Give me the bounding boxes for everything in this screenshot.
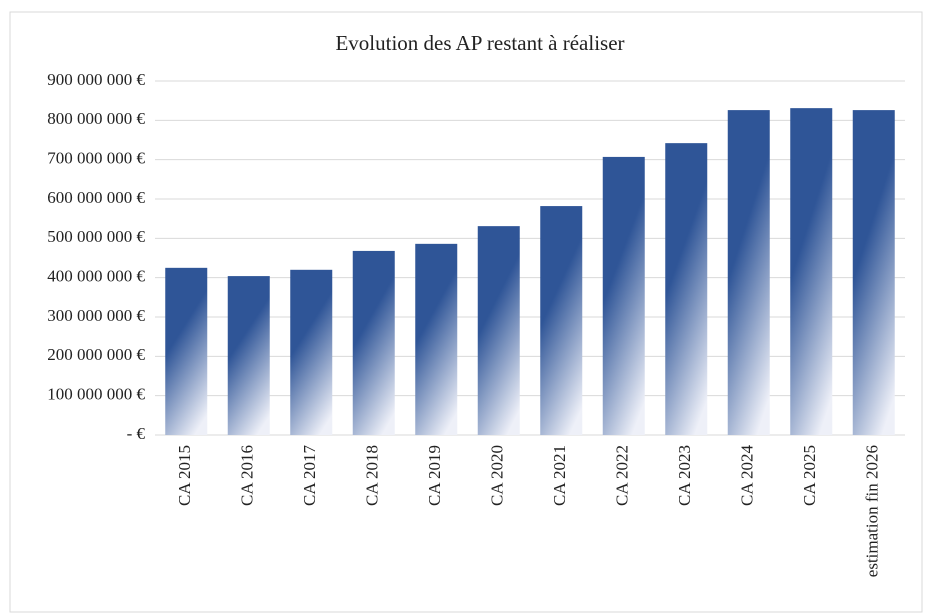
bar	[290, 269, 333, 435]
x-tick-label: CA 2016	[238, 445, 257, 506]
bar	[352, 250, 395, 435]
y-tick-label: 600 000 000 €	[47, 188, 145, 207]
y-tick-label: 300 000 000 €	[47, 306, 145, 325]
x-tick-label: CA 2019	[425, 445, 444, 506]
x-tick-label: CA 2023	[675, 445, 694, 506]
x-tick-label: CA 2020	[488, 445, 507, 506]
chart-border	[9, 11, 923, 613]
y-tick-label: 100 000 000 €	[47, 385, 145, 404]
y-tick-label: - €	[127, 424, 146, 443]
x-tick-label: CA 2017	[300, 445, 319, 506]
x-tick-label: estimation fin 2026	[863, 445, 882, 577]
bar	[852, 110, 895, 436]
x-tick-label: CA 2024	[738, 445, 757, 506]
y-tick-label: 900 000 000 €	[47, 70, 145, 89]
bar	[477, 226, 520, 435]
x-tick-label: CA 2022	[613, 445, 632, 506]
bar	[165, 267, 208, 435]
bar	[727, 110, 770, 436]
x-tick-label: CA 2021	[550, 445, 569, 506]
y-tick-label: 800 000 000 €	[47, 109, 145, 128]
bar	[540, 206, 583, 435]
bar	[790, 108, 833, 435]
chart-title: Evolution des AP restant à réaliser	[335, 31, 624, 55]
bar	[227, 276, 270, 435]
x-tick-label: CA 2018	[363, 445, 382, 506]
bar	[665, 143, 708, 435]
y-tick-label: 400 000 000 €	[47, 267, 145, 286]
bar	[415, 243, 458, 435]
x-tick-label: CA 2015	[175, 445, 194, 506]
y-tick-label: 700 000 000 €	[47, 149, 145, 168]
y-tick-label: 200 000 000 €	[47, 345, 145, 364]
y-tick-label: 500 000 000 €	[47, 227, 145, 246]
x-tick-label: CA 2025	[800, 445, 819, 506]
bar	[602, 156, 645, 435]
